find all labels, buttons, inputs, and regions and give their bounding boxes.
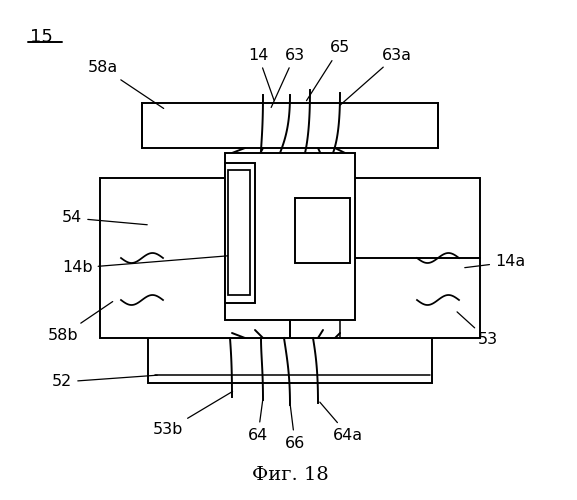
Bar [142, 103, 438, 148]
Text: Фиг. 18: Фиг. 18 [252, 466, 328, 484]
Text: 66: 66 [285, 406, 305, 450]
Text: 15: 15 [30, 28, 53, 46]
Bar [295, 198, 350, 263]
Bar [100, 178, 290, 338]
Text: 58a: 58a [88, 60, 164, 108]
Text: 64a: 64a [320, 402, 363, 442]
Bar [225, 163, 255, 303]
Text: 14a: 14a [464, 254, 525, 270]
Text: 63a: 63a [340, 48, 412, 105]
Text: 14b: 14b [62, 255, 235, 276]
Bar [225, 153, 355, 320]
Text: 58b: 58b [48, 302, 113, 343]
Text: 54: 54 [62, 210, 147, 226]
Text: 64: 64 [248, 401, 268, 442]
Bar [148, 338, 432, 383]
Text: 53: 53 [457, 312, 498, 348]
Text: 14: 14 [248, 48, 274, 100]
Bar [228, 170, 250, 295]
Text: 65: 65 [306, 40, 350, 100]
Text: 63: 63 [271, 48, 305, 108]
Text: 53b: 53b [153, 392, 233, 438]
Bar [290, 178, 480, 338]
Text: 52: 52 [52, 374, 157, 390]
